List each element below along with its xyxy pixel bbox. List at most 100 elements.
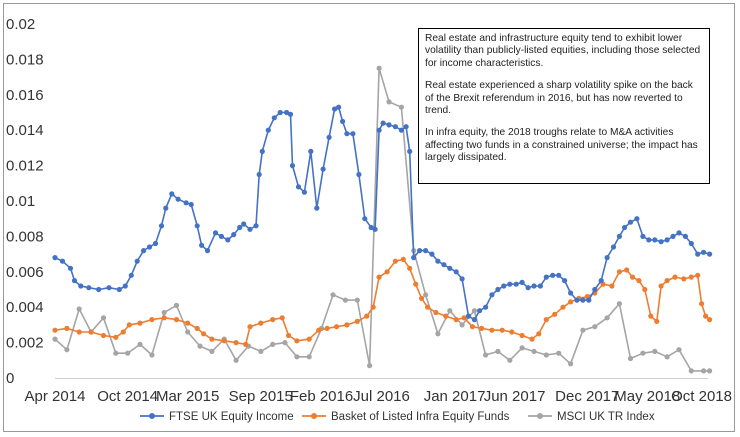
data-point: [334, 324, 340, 330]
data-point: [423, 292, 429, 298]
data-point: [204, 248, 211, 254]
plot-area: [52, 65, 713, 374]
data-point: [509, 329, 515, 335]
data-point: [627, 355, 634, 362]
data-point: [152, 240, 159, 247]
data-point: [543, 352, 549, 358]
y-tick-label: 0.01: [6, 193, 35, 210]
legend-label: MSCI UK TR Index: [557, 411, 655, 423]
data-point: [326, 134, 332, 140]
data-point: [640, 350, 646, 356]
data-point: [646, 237, 652, 243]
data-point: [459, 276, 465, 282]
data-point: [59, 258, 66, 264]
data-point: [695, 251, 701, 257]
data-point: [447, 308, 453, 314]
data-point: [552, 311, 558, 317]
data-point: [392, 124, 398, 130]
data-point: [52, 327, 58, 333]
data-point: [459, 322, 465, 328]
data-point: [592, 286, 598, 293]
data-point: [398, 104, 404, 110]
data-point: [149, 352, 155, 358]
data-point: [231, 232, 237, 238]
data-point: [471, 308, 477, 314]
series-0: [52, 104, 713, 323]
data-point: [173, 317, 180, 323]
data-point: [634, 216, 640, 222]
data-point: [372, 226, 378, 232]
data-point: [483, 352, 489, 358]
data-point: [324, 325, 330, 331]
data-point: [386, 122, 392, 128]
data-point: [279, 315, 285, 321]
data-point: [531, 348, 537, 354]
data-point: [609, 283, 615, 289]
data-point: [287, 111, 294, 117]
data-point: [243, 341, 249, 347]
data-point: [616, 233, 623, 239]
data-point: [237, 224, 243, 231]
data-point: [499, 327, 505, 333]
data-point: [218, 233, 224, 239]
data-point: [259, 148, 265, 154]
data-point: [400, 256, 406, 262]
data-point: [688, 240, 694, 247]
data-point: [188, 201, 194, 208]
data-point: [64, 325, 70, 331]
data-point: [616, 269, 623, 275]
x-tick-label: Oct 2018: [671, 388, 732, 405]
data-point: [354, 318, 360, 324]
data-point: [173, 302, 180, 308]
data-point: [407, 265, 413, 271]
data-point: [350, 131, 356, 137]
x-tick-label: Feb 2016: [290, 388, 353, 405]
x-tick-label: Dec 2017: [555, 388, 619, 405]
data-point: [413, 281, 419, 287]
data-point: [560, 304, 566, 310]
data-point: [128, 272, 134, 278]
data-point: [461, 315, 467, 321]
data-point: [411, 255, 417, 261]
data-point: [289, 163, 296, 169]
y-tick-label: 0.016: [6, 87, 44, 104]
data-point: [96, 286, 102, 293]
data-point: [197, 343, 203, 349]
data-point: [126, 322, 132, 328]
data-point: [88, 329, 94, 335]
data-point: [161, 315, 167, 321]
data-point: [425, 304, 431, 310]
data-point: [370, 304, 376, 310]
data-point: [137, 320, 143, 326]
data-point: [672, 274, 678, 280]
data-point: [664, 354, 670, 360]
data-point: [116, 286, 122, 293]
data-point: [403, 124, 409, 130]
data-point: [568, 290, 574, 296]
data-point: [247, 324, 253, 330]
data-point: [453, 269, 459, 275]
data-point: [688, 368, 694, 374]
data-point: [453, 317, 459, 323]
data-point: [604, 315, 610, 321]
data-point: [295, 184, 302, 190]
data-point: [417, 248, 423, 254]
x-tick-label: May 2018: [614, 388, 680, 405]
data-point: [682, 233, 689, 239]
data-point: [507, 281, 513, 287]
data-point: [185, 320, 191, 326]
data-point: [433, 309, 439, 316]
data-point: [71, 278, 78, 284]
data-point: [435, 331, 441, 337]
data-point: [471, 317, 477, 323]
data-point: [648, 313, 654, 319]
data-point: [562, 278, 568, 284]
data-point: [627, 219, 634, 225]
data-point: [519, 332, 525, 339]
data-point: [568, 299, 574, 305]
data-point: [676, 347, 682, 353]
data-point: [134, 258, 140, 264]
data-point: [149, 317, 155, 323]
